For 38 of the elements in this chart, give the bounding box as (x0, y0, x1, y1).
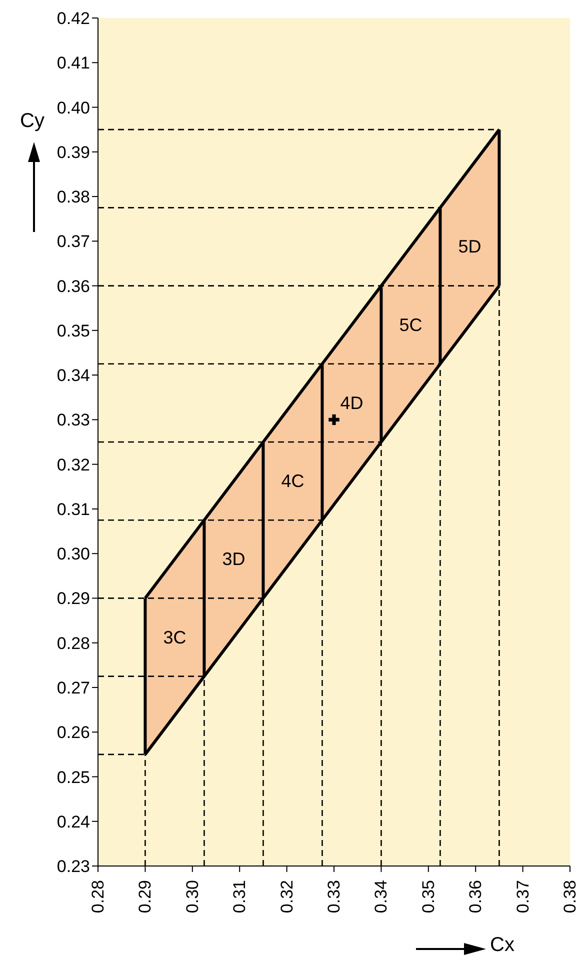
y-tick-label: 0.35 (56, 321, 90, 340)
x-tick-label: 0.36 (466, 880, 486, 914)
y-tick-label: 0.28 (56, 634, 90, 653)
y-tick-label: 0.37 (56, 232, 90, 252)
y-tick-label: 0.29 (56, 589, 90, 608)
y-axis-title: Cy (20, 110, 44, 133)
annotation: 3D (222, 549, 246, 570)
y-tick-label: 0.31 (56, 500, 90, 519)
y-tick-label: 0.33 (56, 410, 90, 430)
y-tick-label: 0.32 (56, 455, 90, 474)
y-tick-label: 0.42 (56, 9, 90, 28)
x-tick-label: 0.30 (182, 880, 202, 914)
annotation: 4D (340, 392, 364, 413)
y-tick-label: 0.25 (56, 768, 90, 787)
x-tick-label: 0.29 (136, 880, 155, 914)
y-tick-label: 0.27 (56, 678, 90, 698)
y-tick-label: 0.34 (56, 366, 90, 386)
annotation: 4C (281, 471, 304, 492)
y-tick-label: 0.41 (56, 54, 90, 73)
x-tick-label: 0.31 (230, 880, 250, 914)
annotation: 5C (399, 314, 422, 335)
y-tick-label: 0.24 (56, 812, 90, 832)
x-tick-label: 0.37 (513, 880, 532, 914)
y-tick-label: 0.36 (56, 276, 90, 296)
x-tick-label: 0.32 (277, 880, 296, 914)
annotation: 5D (458, 236, 482, 257)
x-tick-label: 0.38 (560, 880, 580, 914)
x-tick-label: 0.34 (372, 880, 391, 914)
x-tick-label: 0.33 (324, 880, 344, 914)
y-tick-label: 0.23 (56, 857, 90, 876)
y-tick-label: 0.30 (56, 544, 90, 564)
y-tick-label: 0.38 (56, 188, 90, 207)
x-tick-label: 0.35 (418, 880, 438, 914)
y-tick-label: 0.40 (56, 98, 90, 118)
y-tick-label: 0.39 (56, 142, 90, 162)
y-tick-label: 0.26 (56, 723, 90, 742)
annotation: 3C (163, 627, 186, 648)
x-axis-title: Cx (490, 934, 514, 957)
